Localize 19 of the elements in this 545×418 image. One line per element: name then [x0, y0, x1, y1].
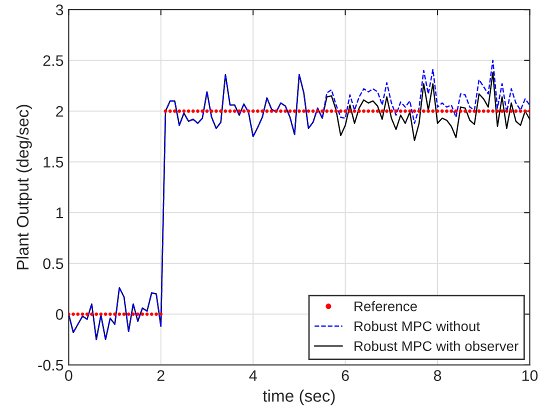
y-tick-label: 2.5 [43, 55, 64, 66]
y-tick-label: -0.5 [38, 360, 64, 371]
x-tick-label: 8 [434, 370, 442, 381]
y-tick-label: 1 [56, 208, 64, 218]
legend-label: Reference [354, 301, 417, 312]
y-tick-label: 2 [56, 106, 64, 117]
x-tick-label: 2 [157, 370, 164, 381]
x-tick-label: 0 [65, 370, 72, 381]
y-tick-label: 0 [56, 309, 64, 320]
y-tick-label: 1.5 [44, 156, 64, 168]
y-tick-label: 0.5 [43, 258, 64, 270]
y-tick-label: 3 [56, 4, 64, 16]
x-tick-label: 4 [249, 370, 257, 381]
legend-label: Robust MPC with observer [354, 340, 518, 352]
x-axis-title: time (sec) [262, 390, 335, 406]
x-tick-label: 10 [522, 370, 538, 381]
legend-label: Robust MPC without [354, 320, 480, 332]
x-tick-label: 6 [342, 370, 349, 381]
y-axis-title: Plant Output (deg/sec) [16, 104, 32, 270]
